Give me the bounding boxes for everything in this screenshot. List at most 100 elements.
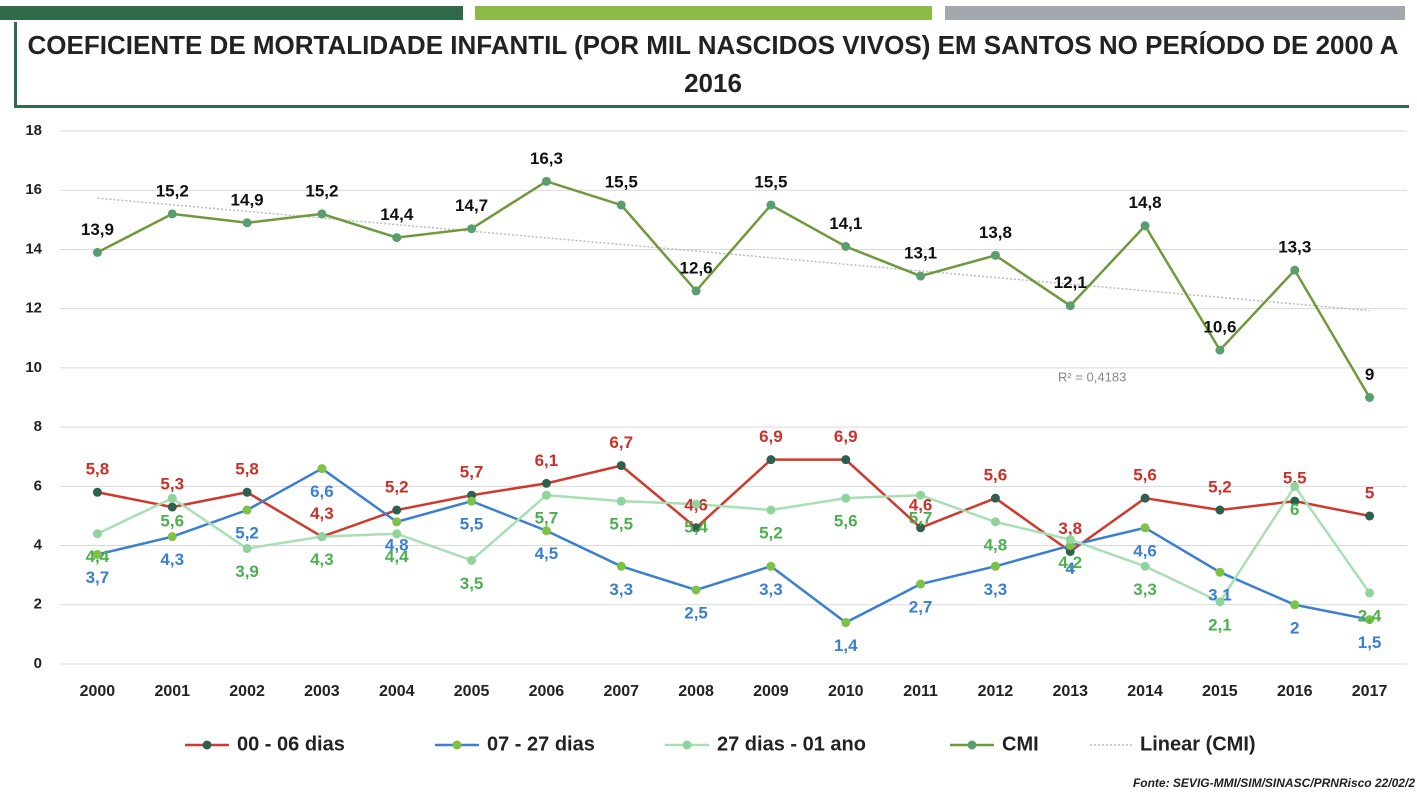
data-point: [990, 493, 1000, 503]
data-label: 2,1: [1208, 615, 1232, 634]
data-point: [92, 247, 102, 257]
legend-label: 07 - 27 dias: [487, 733, 595, 755]
data-point: [467, 224, 477, 234]
data-point: [841, 241, 851, 251]
data-point: [317, 532, 327, 542]
data-label: 14,8: [1129, 193, 1162, 212]
data-label: 5,2: [235, 524, 259, 543]
x-tick-label: 2004: [379, 683, 415, 700]
data-point: [467, 496, 477, 506]
data-point: [242, 487, 252, 497]
data-label: 5,2: [759, 524, 783, 543]
data-point: [1290, 265, 1300, 275]
data-label: 5,2: [1208, 478, 1232, 497]
data-label: 2,7: [909, 598, 933, 617]
y-tick-label: 10: [25, 359, 42, 376]
y-tick-label: 2: [34, 596, 42, 613]
data-label: 3,8: [1058, 519, 1082, 538]
data-point: [167, 502, 177, 512]
data-label: 6: [1290, 500, 1299, 519]
top-bar: [0, 6, 463, 20]
data-label: 1,4: [834, 636, 858, 655]
x-tick-label: 2005: [454, 683, 490, 700]
data-label: 5,5: [609, 515, 633, 534]
series-line: [96, 179, 1371, 399]
data-point: [766, 561, 776, 571]
data-label: 12,1: [1054, 273, 1087, 292]
data-label: 14,4: [380, 205, 414, 224]
legend-label: 00 - 06 dias: [237, 733, 345, 755]
data-point: [616, 561, 626, 571]
data-label: 3,3: [759, 580, 783, 599]
data-label: 15,2: [305, 181, 338, 200]
data-point: [1365, 393, 1375, 402]
data-point: [167, 532, 177, 542]
legend-label: Linear (CMI): [1140, 733, 1256, 755]
x-tick-label: 2010: [828, 683, 864, 700]
y-tick-label: 4: [34, 537, 43, 554]
x-tick-label: 2011: [903, 683, 938, 700]
data-point: [990, 561, 1000, 571]
data-label: 5,5: [1283, 469, 1307, 488]
data-point: [1140, 523, 1150, 533]
data-label: 3,7: [86, 568, 110, 587]
data-label: 4,8: [984, 535, 1008, 554]
data-label: 5: [1365, 483, 1374, 502]
data-label: 4,3: [160, 550, 184, 569]
y-tick-label: 14: [25, 240, 42, 257]
data-label: 2,5: [684, 603, 708, 622]
y-tick-label: 12: [25, 300, 42, 317]
data-label: 3,9: [235, 562, 259, 581]
data-label: 5,6: [1133, 466, 1157, 485]
data-label: 4,8: [385, 535, 409, 554]
data-point: [1140, 221, 1150, 231]
data-point: [1365, 588, 1375, 598]
x-tick-label: 2003: [304, 683, 340, 700]
data-label: 3,5: [460, 574, 484, 593]
legend-marker: [682, 740, 692, 750]
data-point: [1290, 496, 1300, 506]
data-label: 5,4: [684, 518, 708, 537]
data-point: [1290, 600, 1300, 610]
data-point: [392, 517, 402, 527]
data-point: [1215, 345, 1225, 355]
data-point: [1065, 301, 1075, 311]
data-label: 15,2: [156, 181, 189, 200]
y-tick-label: 18: [25, 122, 42, 139]
x-tick-label: 2008: [678, 683, 714, 700]
data-label: 14,1: [829, 214, 862, 233]
x-tick-label: 2006: [529, 683, 565, 700]
data-point: [691, 286, 701, 296]
legend-marker: [202, 740, 212, 750]
data-label: 4,5: [535, 544, 559, 563]
data-point: [92, 549, 102, 559]
data-point: [167, 493, 177, 503]
data-point: [1140, 561, 1150, 571]
data-label: 6,7: [609, 433, 633, 452]
data-label: 4,6: [909, 495, 933, 514]
x-tick-label: 2009: [753, 683, 789, 700]
data-label: 12,6: [680, 258, 713, 277]
data-point: [616, 200, 626, 210]
data-point: [92, 487, 102, 497]
trend-line: [97, 197, 1370, 312]
data-label: 14,9: [231, 190, 264, 209]
data-label: 6,1: [535, 451, 559, 470]
data-label: 5,8: [235, 460, 259, 479]
series-line: [97, 458, 1370, 554]
data-label: 2,4: [1358, 606, 1382, 625]
data-point: [1215, 567, 1225, 577]
data-label: 16,3: [530, 149, 563, 168]
data-point: [766, 455, 776, 465]
data-point: [1365, 615, 1375, 625]
y-tick-label: 6: [34, 477, 42, 494]
data-point: [242, 218, 252, 228]
data-label: 10,6: [1203, 318, 1236, 337]
data-point: [766, 200, 776, 210]
data-point: [1365, 511, 1375, 521]
data-point: [1215, 505, 1225, 515]
data-point: [1290, 481, 1300, 491]
y-tick-label: 16: [25, 181, 42, 198]
series-line: [96, 484, 1371, 604]
